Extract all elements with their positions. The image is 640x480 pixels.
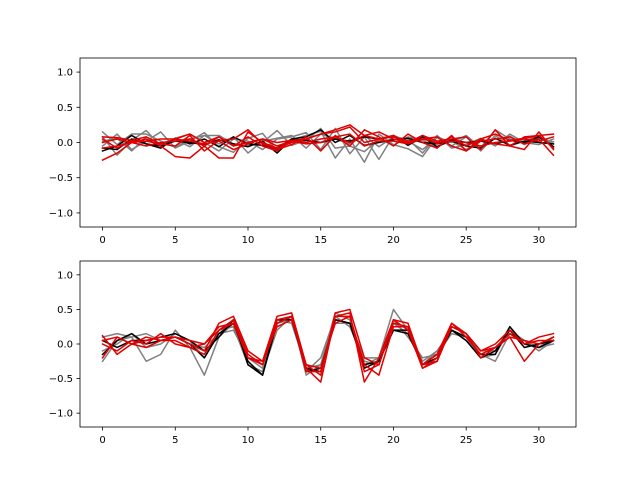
series-line-9 — [101, 315, 555, 373]
x-tick-label: 10 — [242, 435, 255, 446]
y-tick-label: −0.5 — [49, 173, 73, 184]
series-line-8 — [101, 126, 555, 162]
x-tick-label: 20 — [387, 435, 400, 446]
x-tick-label: 0 — [99, 235, 105, 246]
x-tick-label: 10 — [242, 235, 255, 246]
subplot-2: 0 5 10 15 20 25 30 1.0 0.5 0.0 −0.5 −1.0 — [49, 260, 577, 446]
series-line-9 — [101, 129, 555, 152]
series-lines — [101, 308, 555, 383]
subplot-1: 0 5 10 15 20 25 30 1.0 0.5 0.0 −0.5 −1.0 — [49, 57, 577, 246]
series-line-11 — [101, 134, 555, 147]
x-tick-label: 15 — [314, 435, 327, 446]
y-tick-label: 0.0 — [57, 340, 73, 351]
y-tick-label: 0.5 — [57, 305, 73, 316]
series-line-10 — [101, 133, 555, 157]
y-tick-label: 1.0 — [57, 270, 73, 281]
x-tick-label: 5 — [172, 435, 178, 446]
series-line-7 — [101, 312, 555, 383]
y-tick-label: −0.5 — [49, 374, 73, 385]
series-lines — [101, 124, 555, 163]
y-tick-label: 0.0 — [57, 138, 73, 149]
x-tick-label: 5 — [172, 235, 178, 246]
y-tick-label: 1.0 — [57, 68, 73, 79]
x-tick-label: 25 — [460, 235, 473, 246]
x-tick-label: 20 — [387, 235, 400, 246]
x-tick-label: 0 — [99, 435, 105, 446]
x-tick-label: 25 — [460, 435, 473, 446]
y-tick-label: −1.0 — [49, 208, 73, 219]
y-tick-label: −1.0 — [49, 409, 73, 420]
x-tick-label: 30 — [533, 235, 546, 246]
y-tick-label: 0.5 — [57, 103, 73, 114]
x-tick-label: 15 — [314, 235, 327, 246]
x-tick-label: 30 — [533, 435, 546, 446]
